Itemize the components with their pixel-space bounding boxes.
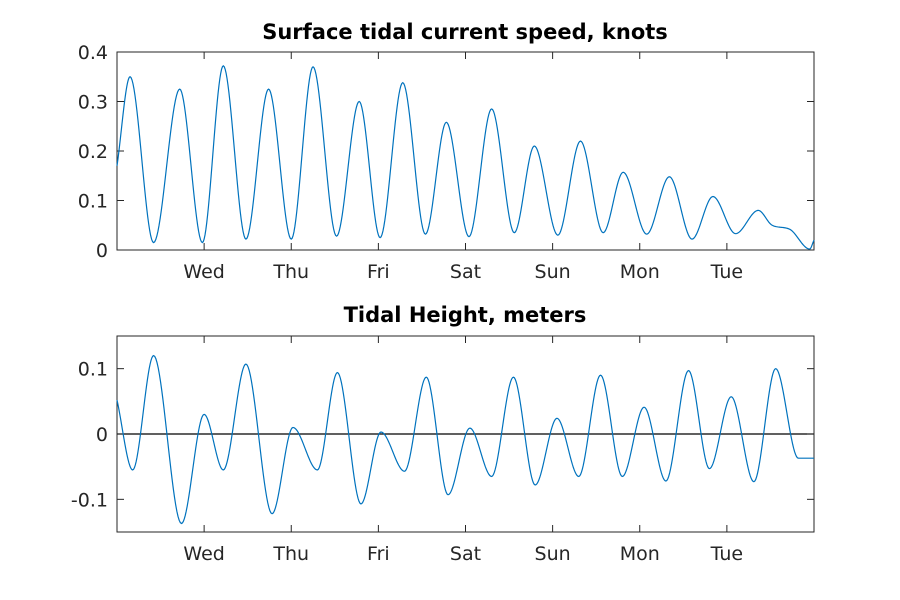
x-tick-label: Thu [272,543,309,565]
y-tick-label: 0.3 [78,92,108,114]
y-tick-label: 0.1 [78,359,108,381]
x-tick-label: Mon [620,261,660,283]
plot-area [116,51,815,251]
y-tick-label: 0.1 [78,191,108,213]
axis-ticks: -0.1 0 0.1 Wed Thu Fri Sat Sun Mon Tue [71,336,814,565]
x-tick-label: Sun [535,543,571,565]
chart-title: Surface tidal current speed, knots [262,20,668,44]
x-tick-label: Sun [535,261,571,283]
chart-title: Tidal Height, meters [344,303,587,327]
axis-ticks: 0 0.1 0.2 0.3 0.4 Wed Thu Fri Sat Sun Mon Tue [78,42,814,283]
y-tick-label: 0 [96,240,108,262]
current-speed-chart: Surface tidal current speed, knots 00.10… [78,20,815,283]
current-speed-line [116,65,815,250]
tidal-height-line [116,354,814,525]
x-tick-label: Fri [367,543,390,565]
tidal-height-chart: Tidal Height, meters -0.1 0 0.1 Wed Thu Fri Sa… [71,303,815,565]
y-tick-label: 0 [96,424,108,446]
x-tick-label: Mon [620,543,660,565]
x-tick-label: Sat [450,543,481,565]
x-tick-label: Sat [450,261,481,283]
y-tick-label: 0.4 [78,42,108,64]
y-tick-label: 0.2 [78,141,108,163]
x-tick-label: Wed [183,261,224,283]
x-tick-label: Thu [272,261,309,283]
x-tick-label: Fri [367,261,390,283]
x-tick-label: Tue [710,261,743,283]
y-tick-label: -0.1 [71,489,108,511]
x-tick-label: Wed [183,543,224,565]
x-tick-label: Tue [710,543,743,565]
